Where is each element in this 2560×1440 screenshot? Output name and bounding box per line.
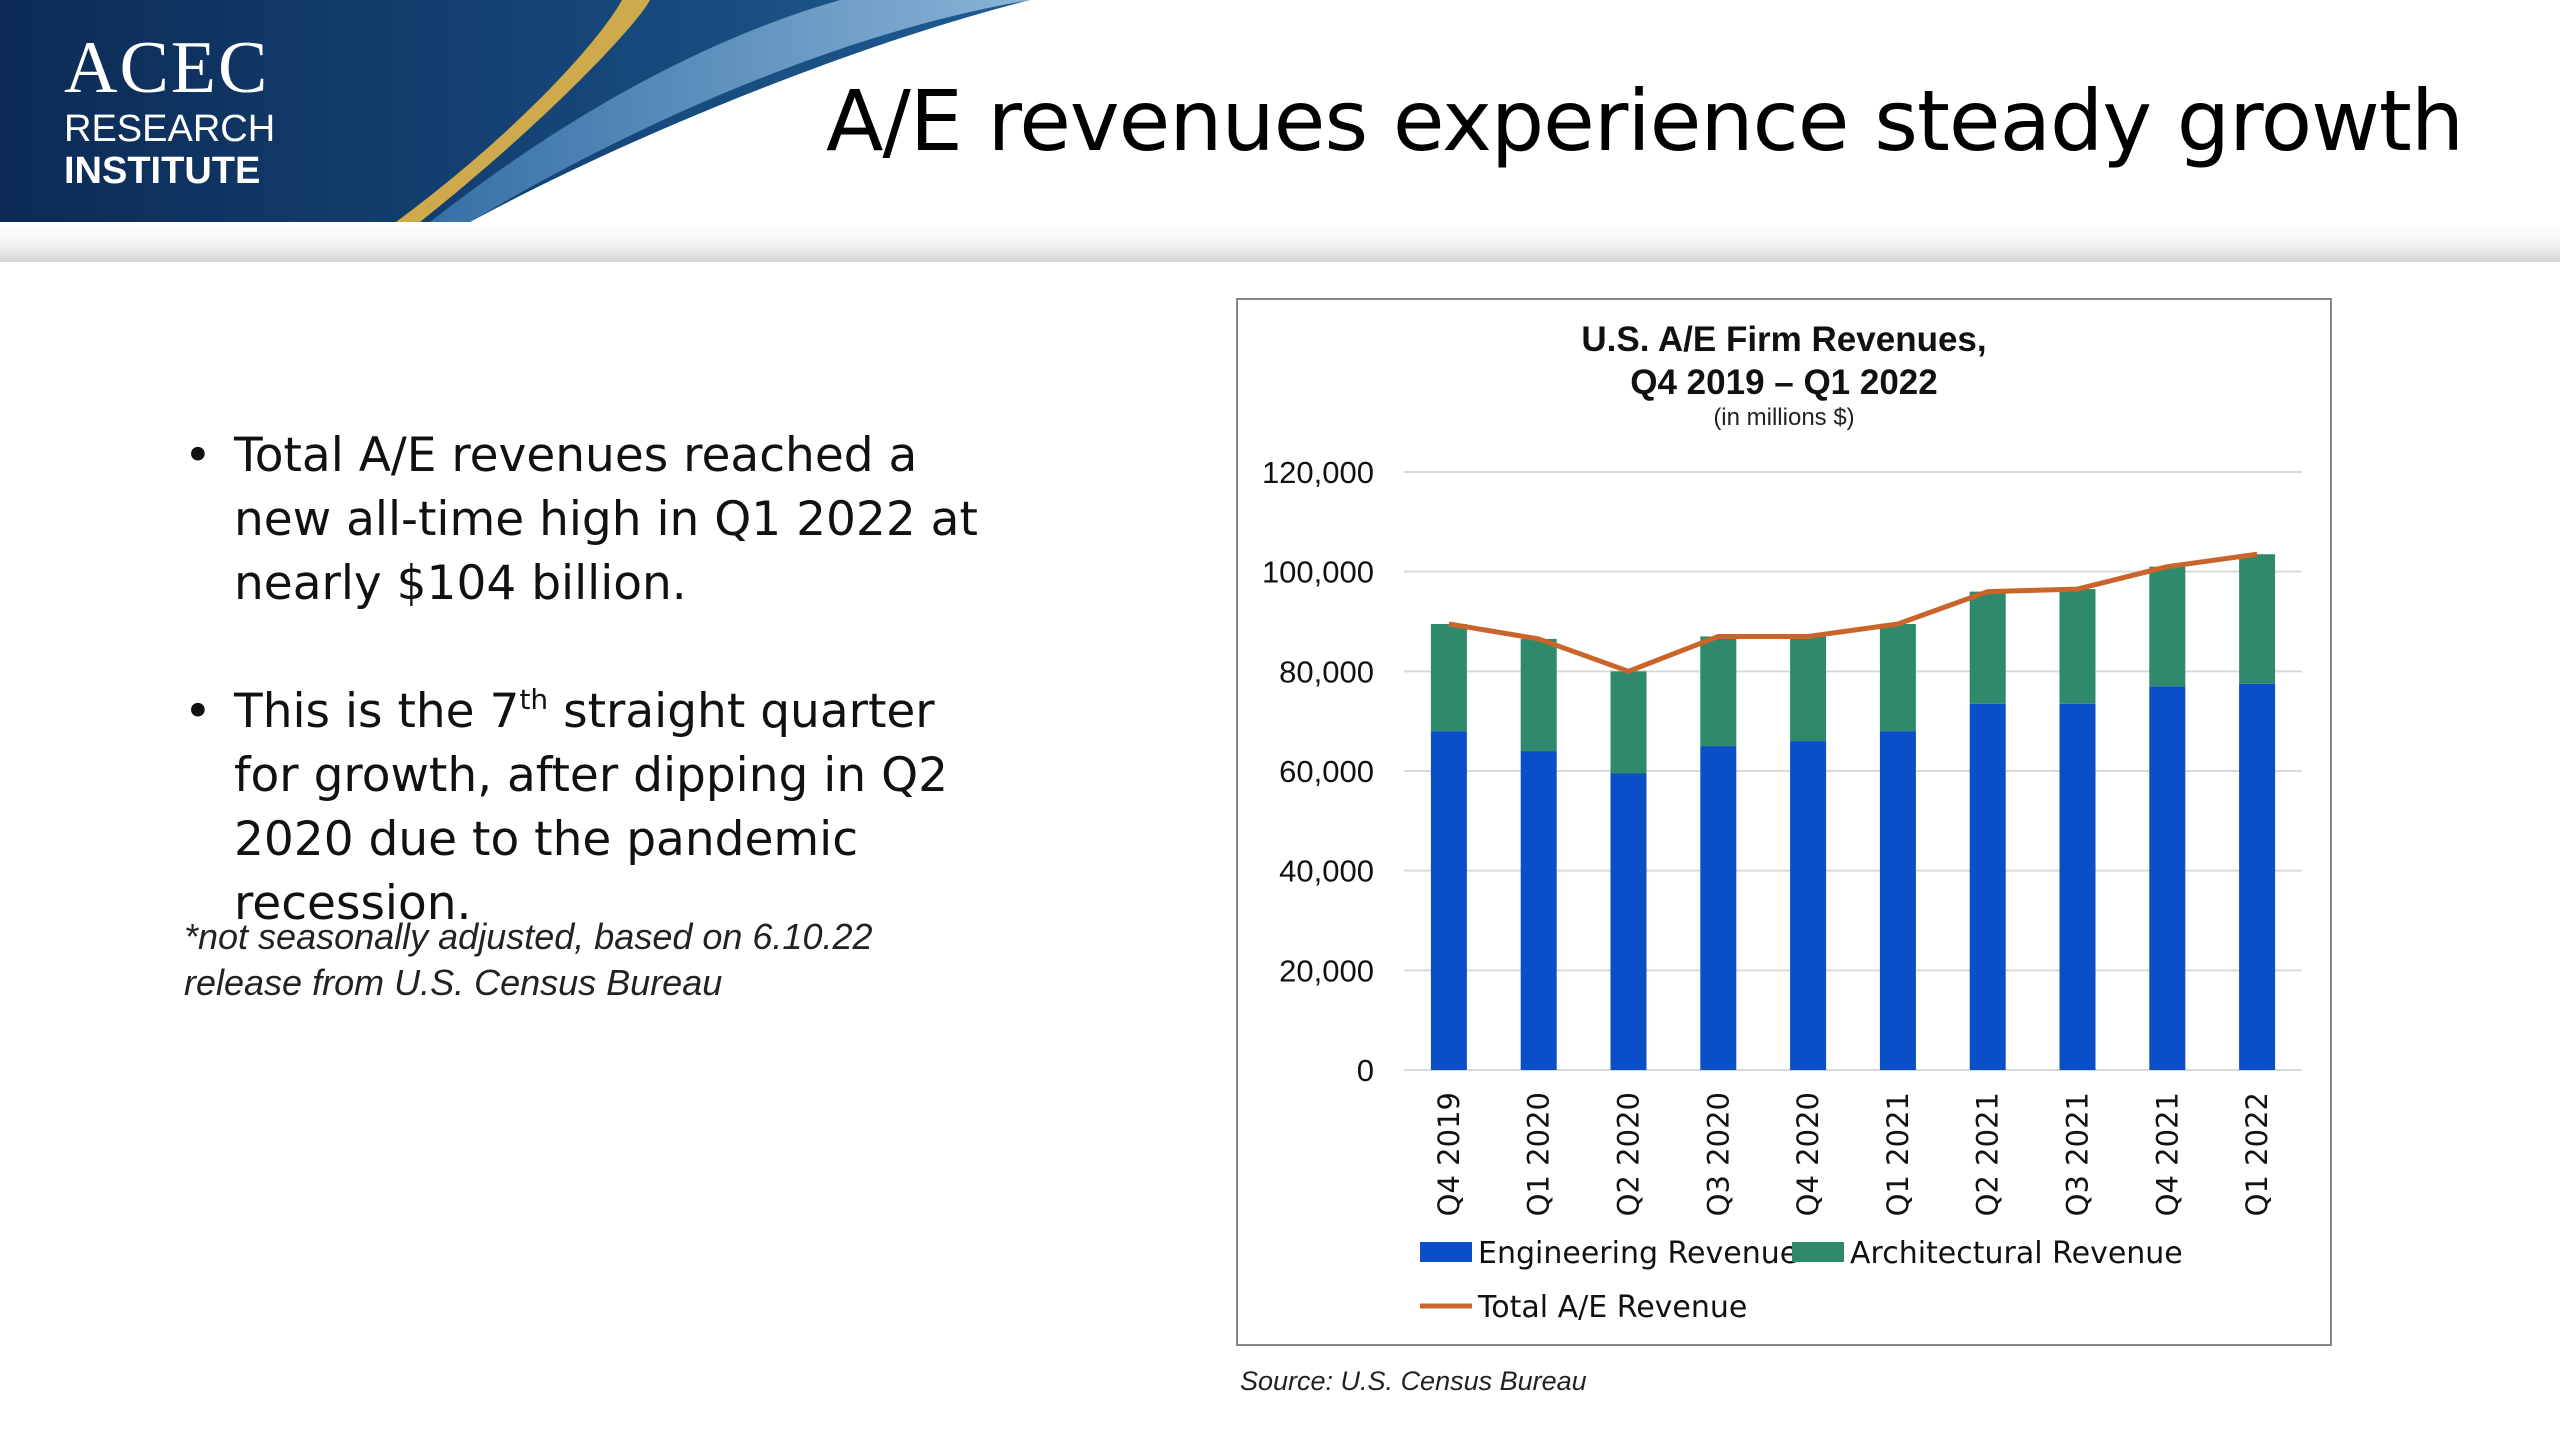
bar-engineering bbox=[2059, 703, 2096, 1070]
bar-architectural bbox=[1969, 591, 2006, 704]
legend-label: Engineering Revenue bbox=[1478, 1236, 1798, 1271]
legend-label: Architectural Revenue bbox=[1850, 1236, 2183, 1271]
y-tick-label: 120,000 bbox=[1262, 455, 1374, 490]
bar-architectural bbox=[1790, 636, 1827, 742]
banner-background bbox=[0, 0, 2560, 262]
chart-title-line2: Q4 2019 – Q1 2022 bbox=[1630, 363, 1938, 402]
bar-architectural bbox=[1879, 623, 1916, 732]
bar-architectural bbox=[1430, 623, 1467, 732]
chart-title: U.S. A/E Firm Revenues, Q4 2019 – Q1 202… bbox=[1236, 318, 2332, 404]
x-tick-label: Q2 2020 bbox=[1612, 1092, 1646, 1216]
bullet-list: • Total A/E revenues reached a new all-t… bbox=[184, 424, 1004, 936]
logo-institute: INSTITUTE bbox=[64, 150, 261, 192]
x-tick-label: Q3 2020 bbox=[1701, 1092, 1735, 1216]
chart-subtitle: (in millions $) bbox=[1713, 404, 1855, 431]
bar-engineering bbox=[1520, 751, 1557, 1070]
y-tick-label: 0 bbox=[1357, 1053, 1374, 1088]
bullet-item-2: • This is the 7th straight quarter for g… bbox=[184, 680, 1004, 936]
x-tick-label: Q3 2021 bbox=[2061, 1092, 2095, 1216]
slide-title: A/E revenues experience steady growth bbox=[826, 72, 2464, 170]
bar-architectural bbox=[1520, 638, 1557, 752]
y-tick-label: 60,000 bbox=[1279, 754, 1374, 789]
legend-swatch bbox=[1792, 1242, 1844, 1262]
y-tick-label: 100,000 bbox=[1262, 555, 1374, 590]
bar-architectural bbox=[2239, 554, 2276, 684]
y-tick-label: 40,000 bbox=[1279, 854, 1374, 889]
bar-engineering bbox=[2149, 686, 2186, 1070]
chart-title-line1: U.S. A/E Firm Revenues, bbox=[1581, 320, 1987, 359]
acec-logo: ACEC RESEARCH INSTITUTE bbox=[64, 28, 275, 192]
x-tick-label: Q1 2020 bbox=[1522, 1092, 1556, 1216]
bullet-dot-icon: • bbox=[184, 684, 212, 739]
y-tick-label: 20,000 bbox=[1279, 953, 1374, 988]
x-tick-label: Q4 2020 bbox=[1791, 1092, 1825, 1216]
bar-engineering bbox=[1790, 741, 1827, 1070]
bar-engineering bbox=[1700, 746, 1737, 1070]
legend-swatch bbox=[1420, 1242, 1472, 1262]
bar-architectural bbox=[1610, 671, 1647, 774]
bullet-dot-icon: • bbox=[184, 428, 212, 483]
y-tick-label: 80,000 bbox=[1279, 654, 1374, 689]
bar-engineering bbox=[1610, 773, 1647, 1070]
x-tick-label: Q1 2021 bbox=[1881, 1092, 1915, 1216]
logo-research: RESEARCH bbox=[64, 108, 276, 150]
bar-architectural bbox=[2149, 566, 2186, 687]
bar-architectural bbox=[1700, 636, 1737, 747]
x-tick-label: Q4 2019 bbox=[1432, 1092, 1466, 1216]
bullet-text-pre: This is the 7 bbox=[234, 684, 520, 739]
bar-architectural bbox=[2059, 589, 2096, 704]
line-total-revenue bbox=[1448, 551, 2258, 674]
bar-engineering bbox=[1430, 731, 1467, 1070]
bar-engineering bbox=[2239, 683, 2276, 1070]
footnote: *not seasonally adjusted, based on 6.10.… bbox=[184, 916, 873, 1003]
x-tick-label: Q4 2021 bbox=[2150, 1092, 2184, 1216]
source-note: Source: U.S. Census Bureau bbox=[1240, 1366, 1587, 1396]
header-banner: ACEC RESEARCH INSTITUTE A/E revenues exp… bbox=[0, 0, 2560, 262]
bullet-text-sup: th bbox=[519, 683, 549, 716]
x-tick-label: Q2 2021 bbox=[1971, 1092, 2005, 1216]
bullet-text-post: straight quarter for growth, after dippi… bbox=[234, 684, 948, 931]
bullet-item-1: • Total A/E revenues reached a new all-t… bbox=[184, 424, 1004, 616]
x-tick-label: Q1 2022 bbox=[2240, 1092, 2274, 1216]
bullet-text: Total A/E revenues reached a new all-tim… bbox=[234, 428, 978, 611]
logo-acec: ACEC bbox=[64, 27, 270, 109]
bar-engineering bbox=[1969, 703, 2006, 1070]
legend-label: Total A/E Revenue bbox=[1477, 1290, 1747, 1325]
bar-engineering bbox=[1879, 731, 1916, 1070]
